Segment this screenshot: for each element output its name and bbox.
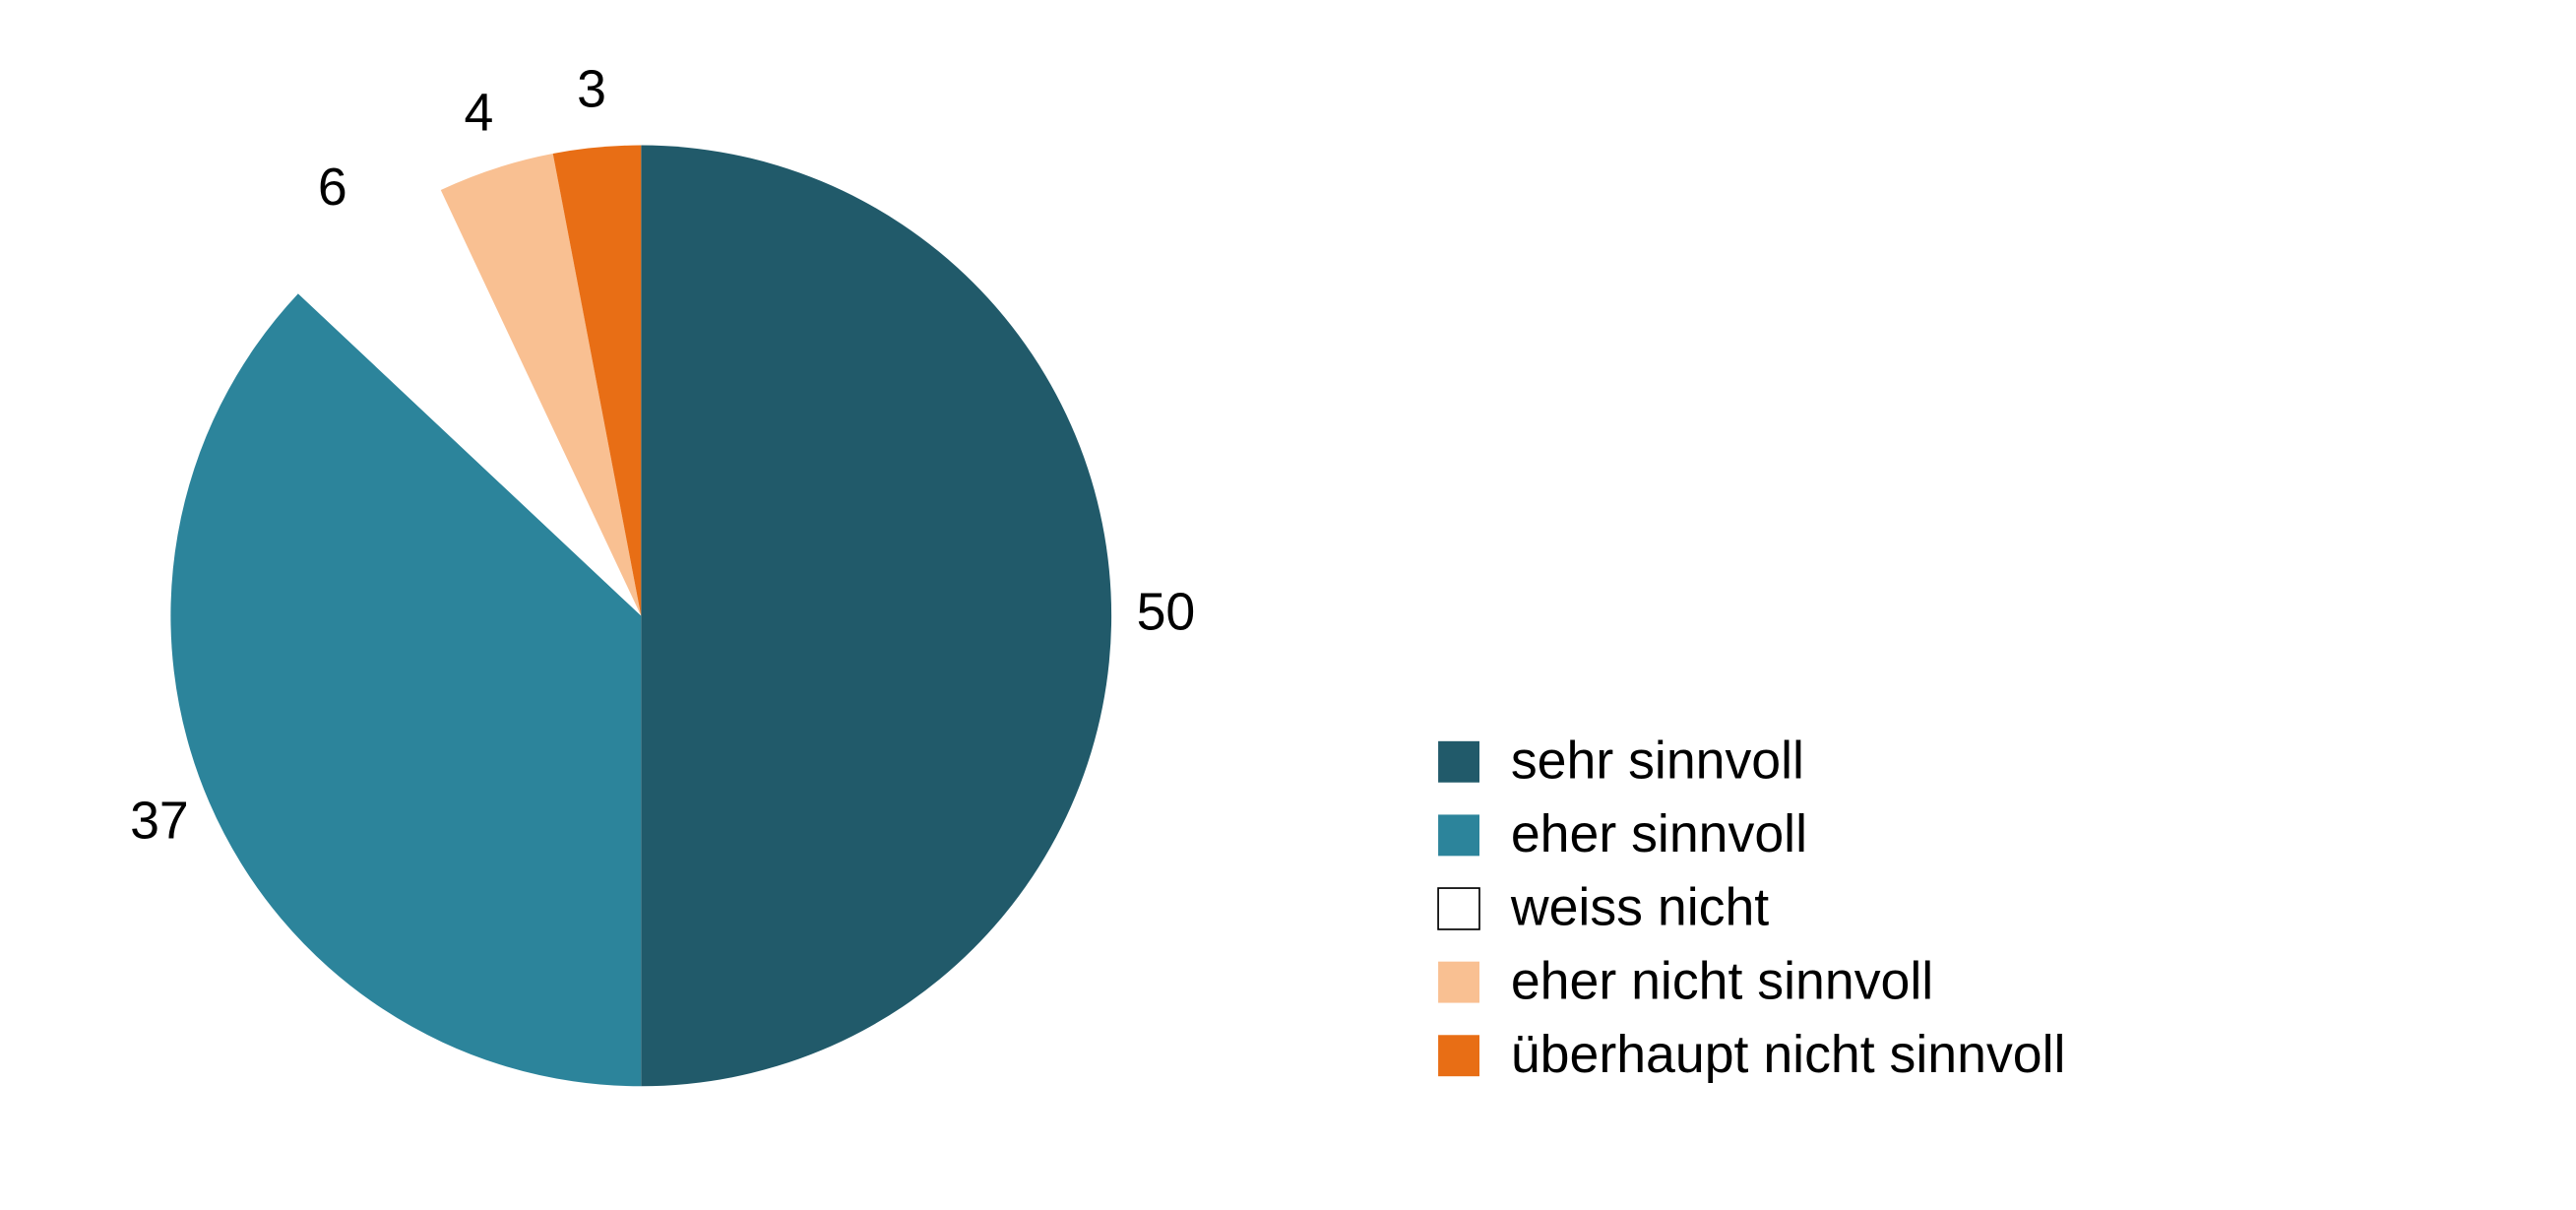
value-label: 3	[577, 60, 606, 119]
legend-label: eher sinnvoll	[1511, 804, 1807, 863]
value-label: 6	[318, 158, 347, 217]
legend-label: überhaupt nicht sinnvoll	[1511, 1025, 2066, 1084]
pie-slice	[170, 293, 642, 1087]
legend-swatch	[1438, 961, 1479, 1003]
value-label: 4	[465, 83, 494, 142]
value-label: 37	[130, 791, 189, 850]
value-label: 50	[1137, 583, 1196, 642]
pie-slice	[297, 190, 642, 616]
legend-swatch	[1437, 887, 1480, 930]
pie-slice	[552, 145, 642, 616]
legend-label: eher nicht sinnvoll	[1511, 951, 1933, 1010]
pie	[170, 145, 1112, 1087]
pie-slice	[440, 154, 642, 616]
legend-label: sehr sinnvoll	[1511, 731, 1804, 790]
legend-swatch	[1438, 1035, 1479, 1077]
legend-swatch	[1438, 814, 1479, 857]
value-labels: 50 37 6 4 3	[130, 60, 1195, 851]
legend-label: weiss nicht	[1510, 878, 1769, 937]
legend-swatch	[1438, 740, 1479, 783]
pie-slice	[641, 145, 1112, 1087]
legend: sehr sinnvoll eher sinnvoll weiss nicht ehe…	[1437, 731, 2066, 1084]
